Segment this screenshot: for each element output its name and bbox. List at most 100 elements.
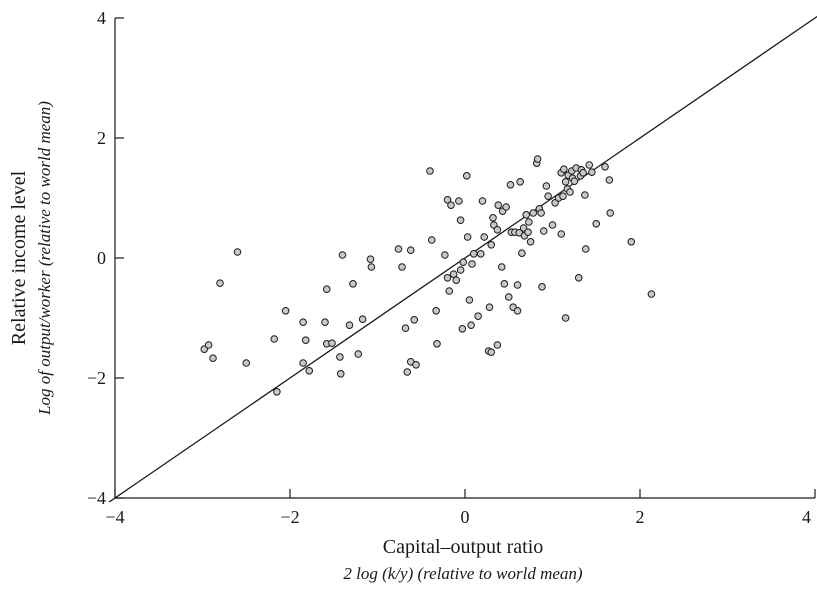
scatter-point: [605, 176, 614, 184]
scatter-point: [321, 318, 329, 327]
scatter-point: [601, 163, 609, 171]
scatter-point: [273, 388, 281, 396]
y-tick-label: −4: [87, 488, 106, 508]
scatter-point: [494, 201, 503, 209]
scatter-point: [574, 274, 583, 282]
scatter-point: [647, 290, 656, 298]
scatter-point: [497, 263, 506, 271]
scatter-point: [204, 341, 213, 349]
scatter-points: [200, 155, 656, 396]
scatter-point: [525, 218, 533, 226]
scatter-point: [426, 167, 434, 175]
scatter-point: [427, 236, 436, 244]
scatter-point: [489, 214, 497, 222]
scatter-point: [493, 341, 502, 349]
scatter-point: [394, 245, 403, 253]
scatter-point: [447, 201, 455, 209]
scatter-point: [579, 169, 587, 177]
scatter-point: [548, 221, 557, 229]
scatter-point: [506, 181, 515, 189]
scatter-point: [455, 197, 463, 205]
scatter-point: [570, 177, 579, 185]
scatter-point: [209, 354, 217, 363]
scatter-point: [606, 209, 615, 217]
scatter-point: [216, 279, 224, 288]
scatter-point: [443, 196, 452, 204]
scatter-point: [358, 315, 367, 324]
scatter-point: [433, 340, 441, 348]
y-axis-subtitle: Log of output/worker (relative to world …: [35, 101, 54, 416]
scatter-point: [500, 280, 509, 288]
scatter-point: [305, 367, 314, 375]
scatter-point: [367, 263, 376, 271]
scatter-point: [561, 178, 570, 186]
scatter-point: [557, 230, 566, 238]
y-axis-title: Relative income level: [8, 170, 30, 345]
scatter-point: [518, 249, 526, 257]
scatter-point: [566, 188, 574, 196]
scatter-point: [281, 307, 290, 315]
scatter-point: [345, 321, 354, 330]
y-tick-label: 2: [97, 128, 106, 148]
scatter-point: [469, 250, 478, 258]
scatter-point: [476, 250, 485, 258]
scatter-point: [336, 370, 345, 378]
scatter-point: [242, 359, 251, 367]
scatter-point: [366, 255, 375, 264]
scatter-point: [537, 209, 545, 217]
y-tick-label: 0: [97, 248, 106, 268]
y-tick-label: 4: [97, 8, 106, 28]
scatter-point: [398, 263, 406, 271]
scatter-point: [406, 246, 415, 254]
scatter-point: [349, 280, 357, 288]
scatter-point: [542, 182, 551, 190]
scatter-point: [522, 211, 531, 219]
scatter-point: [478, 197, 487, 205]
scatter-point: [463, 233, 472, 241]
scatter-point: [513, 307, 522, 315]
scatter-point: [504, 293, 513, 301]
scatter-point: [561, 314, 570, 322]
scatter-point: [588, 168, 596, 176]
x-tick-label: 2: [636, 507, 645, 527]
scatter-point: [539, 227, 548, 235]
scatter-point: [516, 178, 524, 186]
scatter-point: [299, 359, 307, 367]
y-tick-label: −2: [87, 368, 106, 388]
scatter-point: [445, 287, 454, 295]
scatter-point: [432, 307, 440, 315]
scatter-point: [533, 155, 542, 163]
scatter-point: [485, 303, 494, 312]
scatter-point: [592, 220, 601, 228]
scatter-point: [270, 335, 279, 343]
scatter-point: [560, 165, 568, 173]
scatter-point: [538, 283, 546, 291]
scatter-point: [338, 251, 347, 259]
reference-line-45-degree: [108, 15, 817, 502]
scatter-point: [487, 348, 496, 357]
scatter-point: [526, 238, 535, 246]
scatter-point: [474, 312, 482, 321]
scatter-point: [585, 161, 594, 169]
scatter-point: [467, 321, 475, 330]
scatter-point: [441, 251, 449, 259]
scatter-point: [465, 296, 474, 304]
scatter-point: [502, 203, 510, 211]
scatter-point: [581, 191, 589, 199]
scatter-point: [456, 216, 465, 224]
scatter-point: [487, 241, 496, 249]
scatter-point: [468, 260, 476, 268]
scatter-point: [456, 266, 465, 274]
scatter-point: [301, 336, 310, 345]
scatter-point: [410, 316, 419, 324]
scatter-point: [493, 226, 502, 234]
scatter-point: [354, 350, 363, 358]
scatter-point: [299, 318, 307, 327]
scatter-point: [524, 228, 532, 236]
scatter-point: [452, 276, 461, 285]
x-tick-label: 0: [461, 507, 470, 527]
scatter-point: [336, 353, 344, 361]
scatter-point: [322, 285, 331, 294]
x-tick-label: −2: [280, 507, 299, 527]
